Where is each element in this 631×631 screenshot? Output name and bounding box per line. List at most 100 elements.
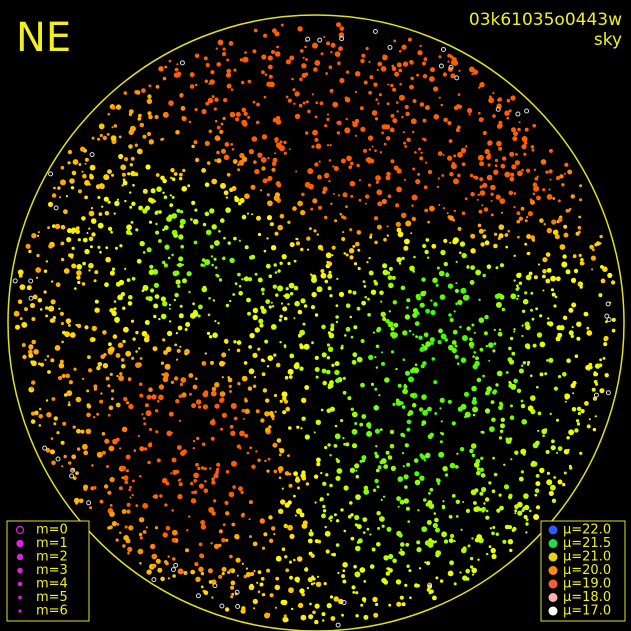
star xyxy=(33,349,39,355)
star xyxy=(144,403,149,408)
star xyxy=(389,429,395,435)
star xyxy=(524,127,529,132)
star xyxy=(229,257,235,264)
star xyxy=(367,313,371,317)
brightness-marker xyxy=(548,539,558,548)
star xyxy=(472,363,478,370)
star xyxy=(313,431,316,434)
star xyxy=(456,452,459,455)
edge-star xyxy=(524,108,530,114)
star xyxy=(207,97,214,104)
star xyxy=(530,145,535,149)
star xyxy=(221,148,226,154)
star xyxy=(47,370,51,374)
star xyxy=(266,469,270,473)
star xyxy=(470,448,474,452)
star xyxy=(123,91,128,95)
star xyxy=(100,354,105,360)
star xyxy=(51,397,56,401)
star xyxy=(296,425,300,429)
star xyxy=(517,294,520,298)
star xyxy=(493,232,498,236)
star xyxy=(111,267,116,271)
star xyxy=(459,447,465,452)
star xyxy=(123,475,129,481)
star xyxy=(129,163,133,167)
star xyxy=(451,494,456,498)
star xyxy=(454,344,458,348)
star xyxy=(313,474,319,479)
star xyxy=(387,83,390,86)
star xyxy=(327,382,334,389)
star xyxy=(224,142,230,147)
star xyxy=(437,482,440,486)
star xyxy=(360,382,365,388)
star xyxy=(266,81,272,87)
star xyxy=(268,411,274,416)
star xyxy=(548,357,554,363)
star xyxy=(460,147,467,154)
star xyxy=(564,393,567,396)
star xyxy=(319,101,324,106)
star xyxy=(162,76,167,81)
star xyxy=(363,489,370,495)
star xyxy=(158,66,164,72)
star xyxy=(111,126,114,129)
star xyxy=(216,462,221,467)
star xyxy=(109,511,115,517)
star xyxy=(447,283,454,289)
star xyxy=(353,262,358,266)
star xyxy=(490,199,493,202)
star xyxy=(430,309,436,316)
star xyxy=(316,462,321,467)
star xyxy=(442,500,445,503)
star xyxy=(399,82,402,86)
star xyxy=(398,94,405,101)
star xyxy=(206,161,211,165)
star xyxy=(401,256,405,260)
star xyxy=(239,197,245,204)
star xyxy=(375,344,380,349)
star xyxy=(315,101,319,105)
star xyxy=(578,215,582,219)
star xyxy=(534,488,540,494)
star xyxy=(267,64,273,70)
edge-star xyxy=(53,205,59,211)
star xyxy=(162,260,166,265)
star xyxy=(470,233,476,239)
star xyxy=(385,450,390,455)
edge-star xyxy=(89,152,95,158)
star xyxy=(375,445,378,448)
star xyxy=(508,109,512,113)
star xyxy=(56,431,60,435)
star xyxy=(271,305,275,308)
magnitude-label: m=3 xyxy=(36,563,68,578)
star xyxy=(138,347,141,350)
star xyxy=(586,313,589,316)
star xyxy=(402,330,408,336)
star xyxy=(455,302,458,306)
star xyxy=(349,255,354,260)
star xyxy=(155,222,158,226)
star xyxy=(211,477,215,481)
star xyxy=(129,496,132,499)
star xyxy=(233,236,237,241)
star xyxy=(516,297,519,300)
star xyxy=(339,77,345,84)
star xyxy=(492,456,495,460)
star xyxy=(225,511,230,516)
star xyxy=(289,575,293,580)
star xyxy=(65,268,70,273)
star xyxy=(330,553,334,556)
star xyxy=(487,140,493,146)
star xyxy=(233,68,237,72)
star xyxy=(294,300,300,307)
star xyxy=(436,266,440,270)
star xyxy=(116,198,119,201)
star xyxy=(193,490,198,495)
star xyxy=(172,557,176,561)
star xyxy=(335,519,340,523)
star xyxy=(342,569,346,573)
star xyxy=(500,423,505,429)
star xyxy=(84,195,88,200)
